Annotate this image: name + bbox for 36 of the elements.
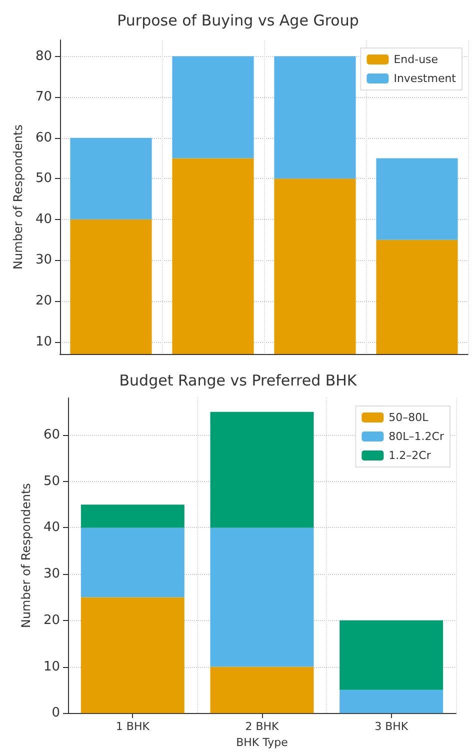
legend-label: Investment (394, 72, 457, 85)
y-tick-label: 10 (43, 659, 60, 674)
y-tick-label: 50 (43, 474, 60, 489)
chart-title: Purpose of Buying vs Age Group (117, 12, 359, 30)
bar (80, 504, 184, 528)
y-tick-label: 70 (35, 90, 52, 105)
x-tick-label: 2 BHK (245, 720, 280, 734)
y-tick-label: 60 (35, 130, 52, 146)
y-tick-label: 40 (35, 212, 52, 227)
y-tick-label: 40 (43, 520, 60, 536)
legend-label: 1.2–2Cr (388, 449, 432, 462)
x-tick-label: 3 BHK (374, 720, 409, 734)
bar (210, 666, 314, 714)
y-axis-title: Number of Respondents (19, 483, 33, 628)
bar (340, 620, 444, 690)
y-tick-label: 50 (35, 171, 52, 186)
legend-label: 50–80L (388, 411, 430, 424)
y-tick-label: 60 (43, 428, 60, 443)
y-tick-label: 80 (35, 48, 52, 64)
y-tick-label: 10 (35, 334, 52, 350)
bar (210, 528, 314, 667)
y-tick-label: 20 (35, 293, 52, 308)
x-axis-title: BHK Type (236, 736, 288, 749)
y-tick-label: 20 (43, 612, 60, 628)
y-tick-label: 30 (43, 566, 60, 582)
bar (80, 597, 184, 714)
x-tick-label: 1 BHK (116, 720, 150, 734)
bar (210, 412, 314, 528)
legend-label: End-use (394, 53, 438, 66)
y-tick-label: 30 (35, 252, 52, 268)
bar (340, 690, 444, 714)
chart-title: Budget Range vs Preferred BHK (119, 372, 358, 390)
y-axis-title: Number of Respondents (11, 124, 25, 270)
y-tick-label: 0 (52, 706, 60, 721)
bar (80, 528, 184, 598)
legend-label: 80L–1.2Cr (388, 430, 444, 443)
